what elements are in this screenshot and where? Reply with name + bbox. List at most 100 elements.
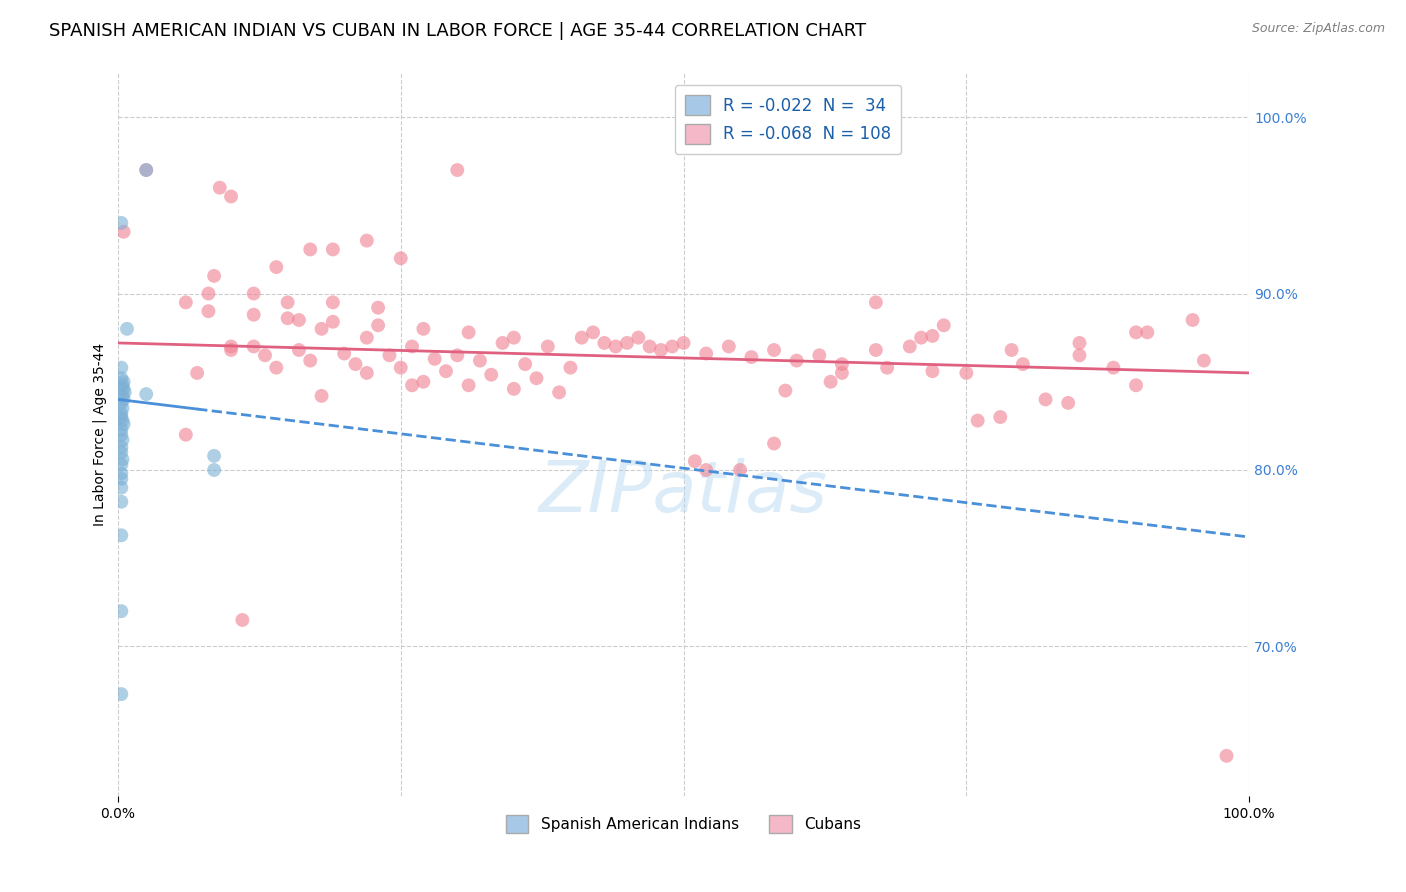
Point bbox=[111, 378, 134, 392]
Point bbox=[219, 189, 242, 203]
Point bbox=[515, 357, 537, 371]
Point bbox=[208, 180, 231, 194]
Point bbox=[876, 360, 898, 375]
Point bbox=[1012, 357, 1035, 371]
Point bbox=[299, 243, 322, 257]
Point bbox=[661, 339, 683, 353]
Point bbox=[717, 339, 740, 353]
Point bbox=[446, 163, 468, 178]
Point bbox=[1069, 335, 1091, 350]
Point bbox=[786, 353, 808, 368]
Point bbox=[288, 313, 311, 327]
Point bbox=[110, 445, 132, 459]
Point bbox=[110, 216, 132, 230]
Point bbox=[898, 339, 921, 353]
Point bbox=[378, 348, 401, 362]
Point bbox=[638, 339, 661, 353]
Point bbox=[389, 360, 412, 375]
Point bbox=[110, 495, 132, 509]
Point bbox=[242, 339, 264, 353]
Point bbox=[831, 366, 853, 380]
Point bbox=[502, 331, 524, 345]
Point bbox=[526, 371, 548, 385]
Point bbox=[988, 410, 1011, 425]
Point bbox=[1125, 326, 1147, 340]
Point bbox=[820, 375, 842, 389]
Point bbox=[457, 378, 479, 392]
Point bbox=[266, 260, 288, 274]
Point bbox=[110, 422, 132, 436]
Point bbox=[1136, 326, 1159, 340]
Point bbox=[468, 353, 491, 368]
Y-axis label: In Labor Force | Age 35-44: In Labor Force | Age 35-44 bbox=[93, 343, 107, 526]
Point bbox=[111, 414, 134, 428]
Point bbox=[1102, 360, 1125, 375]
Text: ZIPatlas: ZIPatlas bbox=[538, 458, 828, 527]
Point bbox=[650, 343, 672, 357]
Point bbox=[299, 353, 322, 368]
Point bbox=[740, 350, 762, 364]
Point bbox=[356, 234, 378, 248]
Point bbox=[202, 449, 225, 463]
Point bbox=[111, 401, 134, 416]
Point bbox=[537, 339, 560, 353]
Point bbox=[491, 335, 513, 350]
Point bbox=[1035, 392, 1057, 407]
Point bbox=[186, 366, 208, 380]
Point bbox=[174, 295, 197, 310]
Point bbox=[955, 366, 977, 380]
Legend: Spanish American Indians, Cubans: Spanish American Indians, Cubans bbox=[499, 808, 868, 839]
Point bbox=[412, 375, 434, 389]
Point bbox=[367, 318, 389, 333]
Point bbox=[288, 343, 311, 357]
Point bbox=[1069, 348, 1091, 362]
Point bbox=[111, 452, 134, 467]
Point bbox=[110, 687, 132, 701]
Point bbox=[112, 225, 135, 239]
Point bbox=[110, 427, 132, 442]
Point bbox=[831, 357, 853, 371]
Point bbox=[110, 467, 132, 481]
Point bbox=[219, 339, 242, 353]
Point bbox=[344, 357, 367, 371]
Point bbox=[367, 301, 389, 315]
Point bbox=[865, 343, 887, 357]
Point bbox=[110, 481, 132, 495]
Point bbox=[966, 414, 988, 428]
Point bbox=[322, 315, 344, 329]
Point bbox=[110, 371, 132, 385]
Point bbox=[110, 360, 132, 375]
Point bbox=[434, 364, 457, 378]
Point bbox=[110, 440, 132, 454]
Point bbox=[174, 427, 197, 442]
Point bbox=[197, 286, 219, 301]
Point bbox=[1000, 343, 1022, 357]
Point bbox=[921, 364, 943, 378]
Point bbox=[112, 392, 135, 407]
Point bbox=[1057, 396, 1080, 410]
Point bbox=[389, 252, 412, 266]
Point bbox=[197, 304, 219, 318]
Point bbox=[728, 463, 751, 477]
Point bbox=[356, 331, 378, 345]
Point bbox=[683, 454, 706, 468]
Point bbox=[605, 339, 627, 353]
Point bbox=[112, 382, 135, 396]
Point bbox=[231, 613, 253, 627]
Point bbox=[333, 346, 356, 360]
Point bbox=[672, 335, 695, 350]
Point bbox=[111, 389, 134, 403]
Point bbox=[1215, 748, 1237, 763]
Point bbox=[401, 378, 423, 392]
Point bbox=[115, 322, 138, 336]
Point bbox=[110, 410, 132, 425]
Point bbox=[763, 436, 786, 450]
Point bbox=[775, 384, 797, 398]
Point bbox=[808, 348, 831, 362]
Point bbox=[627, 331, 650, 345]
Point bbox=[202, 268, 225, 283]
Point bbox=[423, 351, 446, 366]
Point bbox=[593, 335, 616, 350]
Point bbox=[110, 528, 132, 542]
Point bbox=[695, 463, 717, 477]
